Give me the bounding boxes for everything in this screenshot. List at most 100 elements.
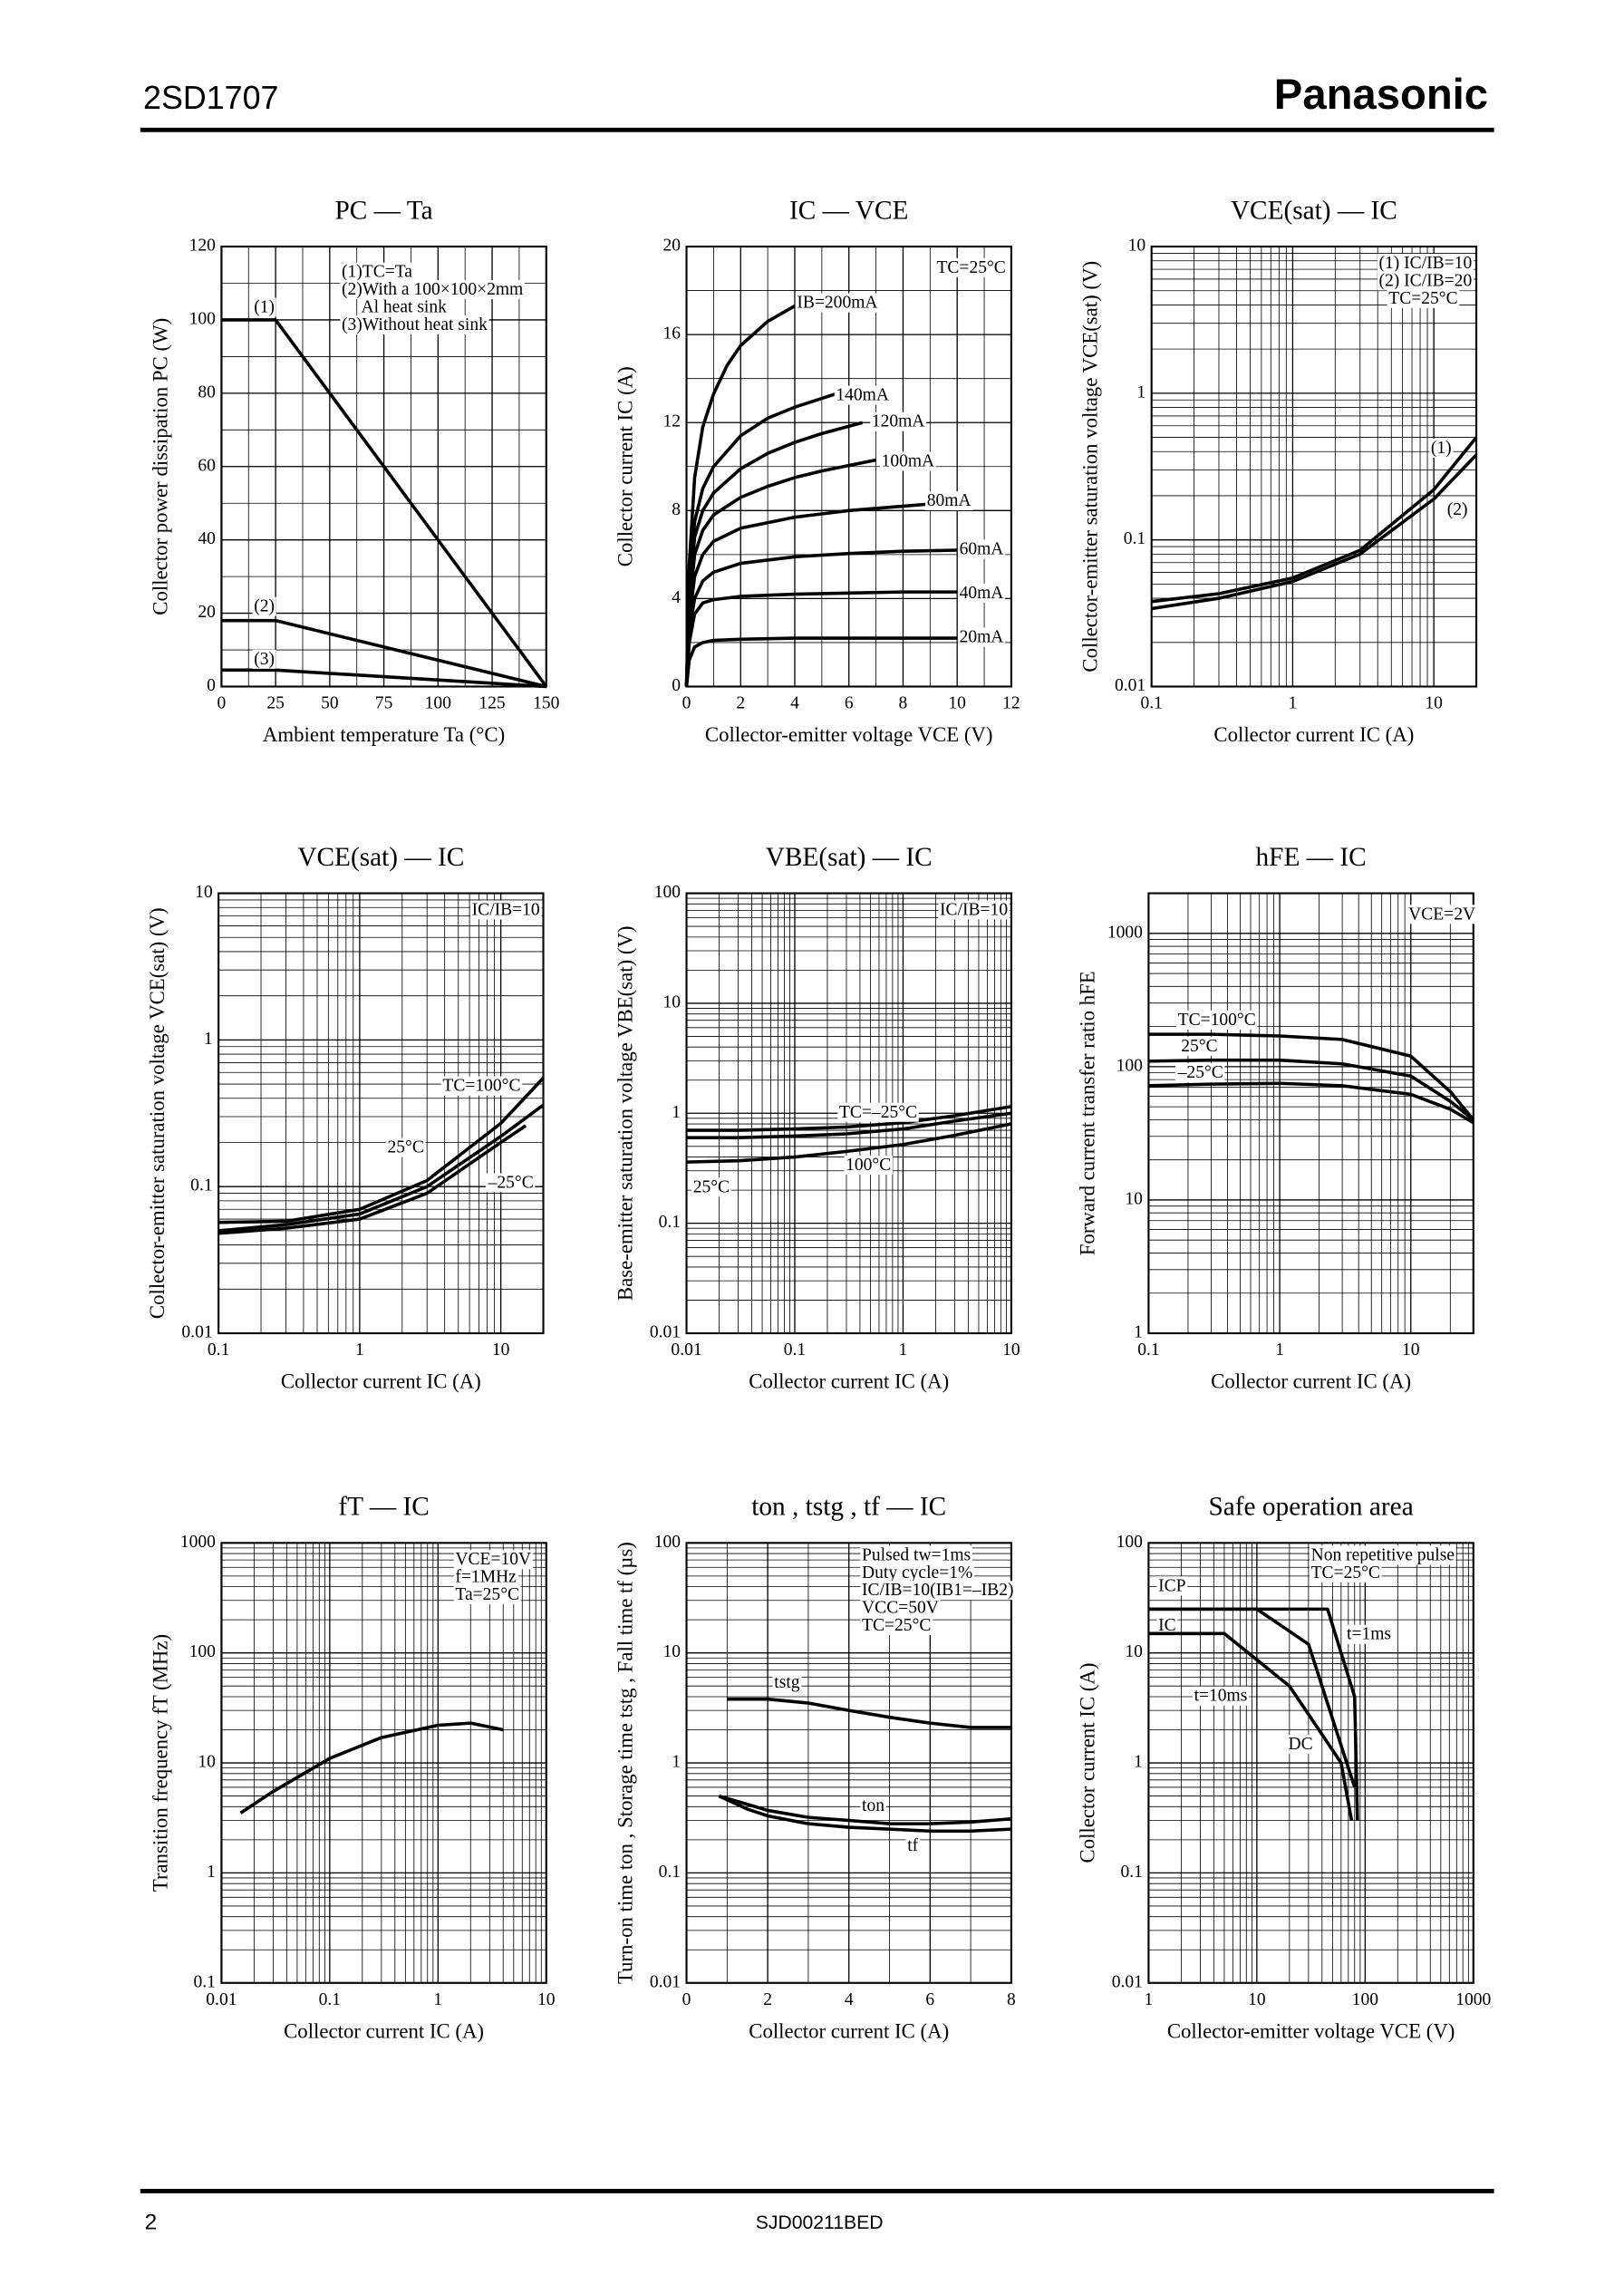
x-tick-label: 6 — [845, 694, 854, 713]
curve-label: IB=200mA — [797, 294, 877, 313]
annotation: TC=25°C — [862, 1616, 931, 1635]
data-line — [1151, 453, 1478, 611]
annotation: ICP — [1158, 1576, 1186, 1595]
y-tick-label: 0.01 — [1115, 676, 1146, 695]
annotation: VCE=2V — [1408, 905, 1475, 924]
curve-label-background — [957, 627, 1006, 647]
chart: 0 25 50 75 100 125 150 0 20 40 60 80 100 120 PC — Ta Am… — [149, 196, 559, 746]
curve-label-background — [485, 1173, 536, 1193]
chart-title: VCE(sat) — IC — [297, 843, 464, 872]
y-tick-label: 0.01 — [650, 1322, 681, 1341]
x-tick-label: 0.1 — [1137, 1341, 1159, 1360]
curve-label-background — [925, 491, 973, 511]
curve-label: (3) — [254, 650, 275, 669]
curve-label-background — [772, 1673, 802, 1693]
x-tick-label: 0.01 — [206, 1990, 237, 2009]
x-tick-label: 10 — [1402, 1341, 1420, 1360]
y-tick-label: 10 — [1125, 1189, 1143, 1208]
data-line — [684, 548, 958, 687]
curve-label: t=10ms — [1194, 1687, 1248, 1706]
x-tick-label: 1 — [899, 1341, 908, 1360]
plot-frame — [685, 1542, 1012, 1984]
x-tick-label: 2 — [763, 1990, 772, 2009]
chart-title: IC — VCE — [789, 196, 908, 225]
plot-frame — [1150, 245, 1478, 688]
annotation: (2)With a 100×100×2mm — [342, 280, 523, 299]
curve-label-background — [879, 451, 936, 471]
curve-label-background — [1176, 1010, 1258, 1030]
y-tick-label: 0.01 — [1112, 1972, 1143, 1991]
data-line — [1148, 1032, 1475, 1121]
chart-title: ton , tstg , tf — IC — [751, 1493, 946, 1522]
annotation: VCE=10V — [455, 1550, 531, 1569]
x-tick-label: 4 — [845, 1990, 854, 2009]
annotation-background — [860, 1581, 1016, 1601]
curve-label-background — [252, 649, 276, 669]
y-tick-label: 60 — [198, 456, 216, 475]
chart: 0 2 4 6 8 10 12 0 4 8 12 16 20 IC — VCE Collector-emit… — [614, 196, 1020, 746]
y-tick-label: 0.1 — [1120, 1863, 1142, 1882]
annotation: TC=25°C — [1311, 1563, 1380, 1583]
chart-title: Safe operation area — [1208, 1493, 1413, 1522]
data-line — [686, 1122, 1012, 1164]
y-tick-label: 1 — [672, 1753, 681, 1772]
curve-label: TC=100°C — [1178, 1011, 1256, 1030]
x-axis-label: Collector current IC (A) — [1213, 723, 1414, 746]
annotation-background — [470, 900, 542, 920]
x-tick-label: 1 — [355, 1341, 364, 1360]
x-tick-label: 25 — [266, 694, 285, 713]
curve-label-background — [870, 411, 927, 431]
y-tick-label: 100 — [1116, 1056, 1144, 1075]
y-tick-label: 0.1 — [190, 1176, 212, 1195]
curve-label-background — [1445, 499, 1470, 519]
curve-label-background — [252, 297, 276, 317]
y-tick-label: 0.1 — [659, 1213, 681, 1232]
x-tick-label: 2 — [736, 694, 745, 713]
annotation: f=1MHz — [455, 1568, 517, 1587]
curve-label: 100mA — [882, 451, 935, 470]
curve-label-background — [1192, 1686, 1249, 1706]
curve-label: 100°C — [846, 1156, 891, 1175]
x-axis-label: Ambient temperature Ta (°C) — [263, 723, 505, 746]
y-tick-label: 8 — [672, 500, 681, 519]
annotation: TC=25°C — [1388, 289, 1457, 308]
y-tick-label: 1000 — [1107, 923, 1143, 942]
curve-label: –25°C — [488, 1173, 534, 1192]
y-axis-label: Collector-emitter saturation voltage VCE… — [146, 907, 169, 1319]
curve-label: 25°C — [693, 1177, 730, 1196]
brand: Panasonic — [1274, 71, 1488, 119]
y-tick-label: 1 — [1134, 1753, 1143, 1772]
chart: 0.01 0.1 1 10 0.01 0.1 1 10 100 VBE(sat) — IC Coll… — [614, 843, 1020, 1393]
y-axis-label: Base-emitter saturation voltage VBE(sat)… — [614, 925, 637, 1301]
y-tick-label: 0.1 — [1124, 529, 1146, 548]
annotation: Ta=25°C — [455, 1585, 519, 1604]
x-tick-label: 12 — [1002, 694, 1020, 713]
curve-label-background — [905, 1835, 921, 1855]
annotation-background — [1309, 1545, 1456, 1565]
curve-label: tstg — [774, 1673, 799, 1692]
x-tick-label: 10 — [492, 1341, 510, 1360]
x-tick-label: 4 — [790, 694, 799, 713]
data-line — [1148, 1607, 1359, 1821]
data-line — [218, 1103, 545, 1233]
data-line — [684, 636, 958, 687]
y-tick-label: 100 — [654, 1533, 682, 1552]
data-line — [684, 458, 876, 687]
chart-title: PC — Ta — [334, 196, 432, 225]
curve-label: TC=100°C — [442, 1077, 520, 1096]
x-tick-label: 6 — [925, 1990, 934, 2009]
plot-frame — [1147, 1542, 1474, 1984]
data-line — [221, 618, 547, 689]
y-tick-label: 0.01 — [181, 1322, 212, 1341]
data-line — [1148, 1081, 1474, 1125]
curve-label: 60mA — [960, 539, 1004, 558]
y-tick-label: 1 — [204, 1030, 213, 1049]
y-axis-label: Collector-emitter saturation voltage VCE… — [1079, 261, 1102, 673]
annotation-background — [1377, 271, 1474, 291]
y-axis-label: Transition frequency fT (MHz) — [149, 1634, 171, 1892]
y-tick-label: 12 — [662, 412, 681, 431]
curve-label: 80mA — [927, 491, 972, 510]
curve-label-background — [1179, 1036, 1220, 1056]
